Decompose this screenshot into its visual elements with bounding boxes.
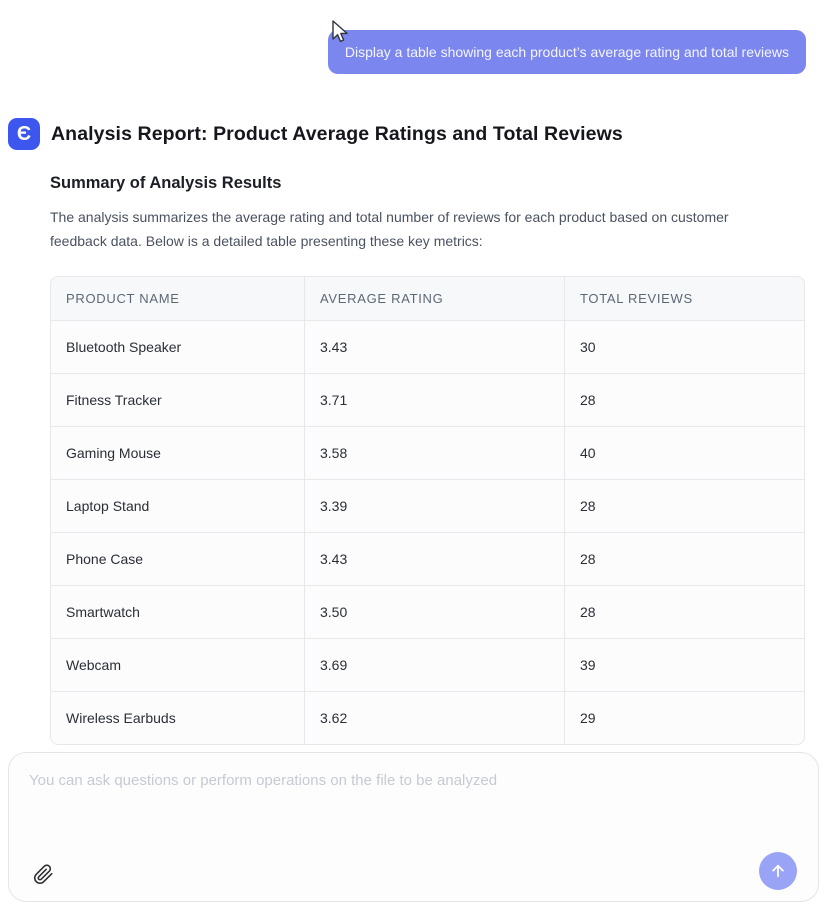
table-row: Wireless Earbuds 3.62 29 bbox=[50, 692, 805, 745]
table-row: Webcam 3.69 39 bbox=[50, 639, 805, 692]
user-message-bubble: Display a table showing each product’s a… bbox=[327, 30, 806, 74]
table-row: Fitness Tracker 3.71 28 bbox=[50, 374, 805, 427]
report-header: Є Analysis Report: Product Average Ratin… bbox=[8, 118, 819, 150]
cell-total-reviews: 28 bbox=[565, 480, 805, 533]
cell-total-reviews: 28 bbox=[565, 533, 805, 586]
paperclip-icon bbox=[33, 863, 53, 884]
cell-average-rating: 3.58 bbox=[305, 427, 565, 480]
table-row: Laptop Stand 3.39 28 bbox=[50, 480, 805, 533]
assistant-avatar-icon: Є bbox=[8, 118, 40, 150]
arrow-up-icon bbox=[772, 864, 784, 878]
user-message-row: Display a table showing each product’s a… bbox=[327, 30, 806, 74]
cell-product-name: Fitness Tracker bbox=[50, 374, 305, 427]
cell-total-reviews: 29 bbox=[565, 692, 805, 745]
cell-product-name: Wireless Earbuds bbox=[50, 692, 305, 745]
cell-total-reviews: 30 bbox=[565, 321, 805, 374]
cell-product-name: Webcam bbox=[50, 639, 305, 692]
message-input[interactable] bbox=[9, 753, 818, 845]
cell-average-rating: 3.50 bbox=[305, 586, 565, 639]
cell-total-reviews: 28 bbox=[565, 374, 805, 427]
table-row: Smartwatch 3.50 28 bbox=[50, 586, 805, 639]
column-header-total-reviews: TOTAL REVIEWS bbox=[565, 276, 805, 321]
cell-average-rating: 3.71 bbox=[305, 374, 565, 427]
report-title: Analysis Report: Product Average Ratings… bbox=[51, 122, 623, 145]
cell-average-rating: 3.43 bbox=[305, 321, 565, 374]
cell-product-name: Bluetooth Speaker bbox=[50, 321, 305, 374]
table-header-row: PRODUCT NAME AVERAGE RATING TOTAL REVIEW… bbox=[50, 276, 805, 321]
column-header-average-rating: AVERAGE RATING bbox=[305, 276, 565, 321]
mouse-cursor bbox=[332, 20, 348, 43]
analysis-report: Є Analysis Report: Product Average Ratin… bbox=[8, 118, 819, 745]
table-row: Bluetooth Speaker 3.43 30 bbox=[50, 321, 805, 374]
cell-average-rating: 3.43 bbox=[305, 533, 565, 586]
cell-average-rating: 3.39 bbox=[305, 480, 565, 533]
attach-file-button[interactable] bbox=[29, 860, 57, 888]
results-table: PRODUCT NAME AVERAGE RATING TOTAL REVIEW… bbox=[50, 276, 805, 745]
cell-product-name: Laptop Stand bbox=[50, 480, 305, 533]
send-button[interactable] bbox=[759, 852, 797, 890]
cell-product-name: Gaming Mouse bbox=[50, 427, 305, 480]
column-header-product-name: PRODUCT NAME bbox=[50, 276, 305, 321]
cell-total-reviews: 39 bbox=[565, 639, 805, 692]
cell-average-rating: 3.69 bbox=[305, 639, 565, 692]
cell-total-reviews: 28 bbox=[565, 586, 805, 639]
cell-total-reviews: 40 bbox=[565, 427, 805, 480]
table-row: Phone Case 3.43 28 bbox=[50, 533, 805, 586]
cell-product-name: Phone Case bbox=[50, 533, 305, 586]
message-composer bbox=[8, 752, 819, 902]
cell-product-name: Smartwatch bbox=[50, 586, 305, 639]
table-row: Gaming Mouse 3.58 40 bbox=[50, 427, 805, 480]
report-description: The analysis summarizes the average rati… bbox=[50, 209, 729, 249]
cell-average-rating: 3.62 bbox=[305, 692, 565, 745]
section-heading: Summary of Analysis Results bbox=[50, 174, 282, 192]
report-content: Summary of Analysis Results The analysis… bbox=[50, 174, 819, 745]
